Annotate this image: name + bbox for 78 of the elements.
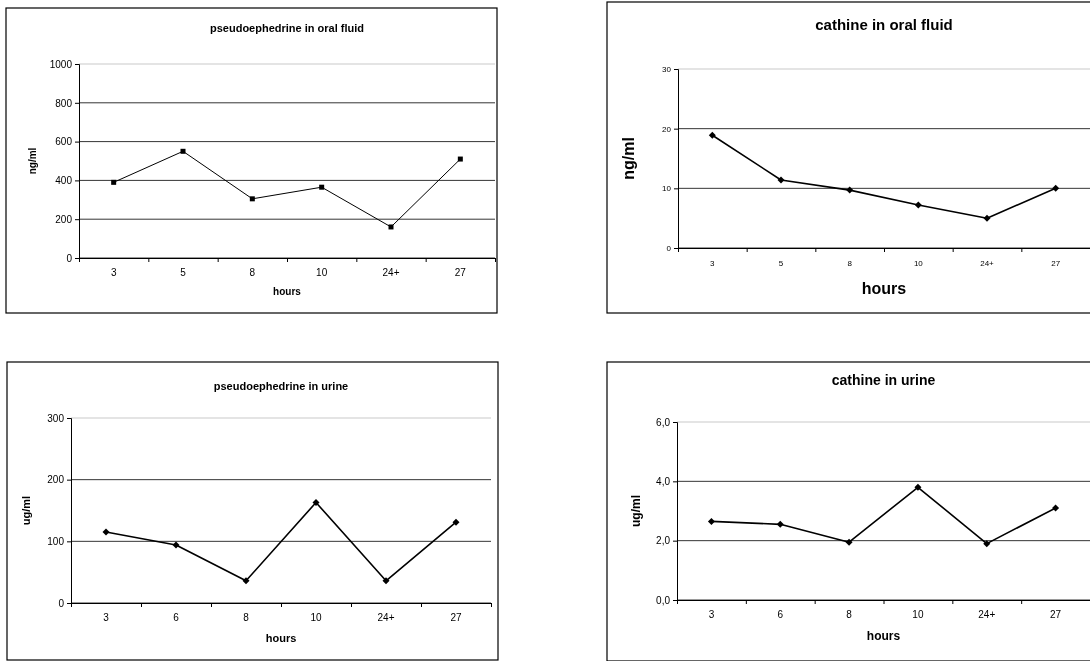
y-tick-label: 0 xyxy=(666,244,672,254)
x-tick-label: 6 xyxy=(173,612,180,623)
chart-title: cathine in urine xyxy=(831,372,936,388)
y-axis-title: ug/ml xyxy=(20,495,32,526)
point xyxy=(707,517,715,525)
point xyxy=(777,176,785,184)
y-tick-label: 1000 xyxy=(49,58,73,70)
x-tick-label: 27 xyxy=(1051,259,1061,268)
point xyxy=(457,156,463,162)
chart-title: pseudoephedrine in urine xyxy=(213,380,349,392)
x-axis-title: hours xyxy=(861,280,907,297)
x-tick-label: 5 xyxy=(778,259,784,268)
point xyxy=(242,577,250,585)
x-axis-title: hours xyxy=(265,631,297,644)
x-tick-label: 24+ xyxy=(377,612,395,623)
x-tick-label: 3 xyxy=(708,609,715,620)
x-tick-label: 8 xyxy=(249,267,256,278)
point xyxy=(312,498,320,506)
y-tick-label: 600 xyxy=(55,136,73,148)
y-tick-label: 200 xyxy=(55,213,73,225)
point xyxy=(249,196,255,202)
point xyxy=(846,186,854,194)
x-tick-label: 10 xyxy=(912,609,924,620)
point xyxy=(102,528,110,536)
y-axis-title: ug/ml xyxy=(629,495,643,527)
chart-title: cathine in oral fluid xyxy=(815,16,953,33)
x-tick-label: 10 xyxy=(913,259,924,268)
y-axis-title: ng/ml xyxy=(620,137,637,180)
y-tick-label: 100 xyxy=(47,536,65,548)
x-tick-label: 8 xyxy=(846,609,853,620)
y-tick-label: 6,0 xyxy=(656,416,671,428)
point xyxy=(776,520,784,528)
point xyxy=(111,179,117,185)
chart-title: pseudoephedrine in oral fluid xyxy=(209,22,365,34)
y-tick-label: 30 xyxy=(662,65,672,75)
y-tick-label: 300 xyxy=(47,412,65,424)
y-tick-label: 0,0 xyxy=(656,594,671,606)
x-tick-label: 27 xyxy=(454,267,467,278)
point xyxy=(180,148,186,154)
point xyxy=(845,538,853,546)
y-tick-label: 10 xyxy=(662,184,672,194)
x-axis-title: hours xyxy=(866,629,901,643)
y-tick-label: 800 xyxy=(55,97,73,109)
point xyxy=(983,214,991,222)
x-tick-label: 10 xyxy=(316,267,328,278)
x-tick-label: 24+ xyxy=(980,259,995,268)
x-tick-label: 8 xyxy=(847,259,853,268)
x-tick-label: 8 xyxy=(243,612,250,623)
x-tick-label: 27 xyxy=(1050,609,1062,620)
point xyxy=(983,540,991,548)
x-tick-label: 24+ xyxy=(978,609,996,620)
point xyxy=(172,541,180,549)
x-tick-label: 27 xyxy=(450,612,462,623)
point xyxy=(708,131,716,139)
x-tick-label: 10 xyxy=(310,612,322,623)
x-tick-label: 5 xyxy=(180,267,187,278)
x-tick-label: 3 xyxy=(710,259,716,268)
point xyxy=(1052,504,1060,512)
y-axis-title: ng/ml xyxy=(27,147,38,175)
y-tick-label: 0 xyxy=(66,252,73,264)
y-tick-label: 2,0 xyxy=(656,535,671,547)
x-tick-label: 3 xyxy=(103,612,110,623)
y-tick-label: 0 xyxy=(58,597,65,609)
x-tick-label: 6 xyxy=(777,609,784,620)
point xyxy=(319,184,325,190)
point xyxy=(382,577,390,585)
point xyxy=(1052,184,1060,192)
x-tick-label: 3 xyxy=(110,267,117,278)
point xyxy=(914,483,922,491)
y-tick-label: 4,0 xyxy=(656,476,671,488)
point xyxy=(388,224,394,230)
y-tick-label: 20 xyxy=(662,124,672,134)
x-axis-title: hours xyxy=(273,286,302,297)
point xyxy=(914,201,922,209)
point xyxy=(452,518,460,526)
x-tick-label: 24+ xyxy=(382,267,400,278)
y-tick-label: 400 xyxy=(55,175,73,187)
y-tick-label: 200 xyxy=(47,474,65,486)
